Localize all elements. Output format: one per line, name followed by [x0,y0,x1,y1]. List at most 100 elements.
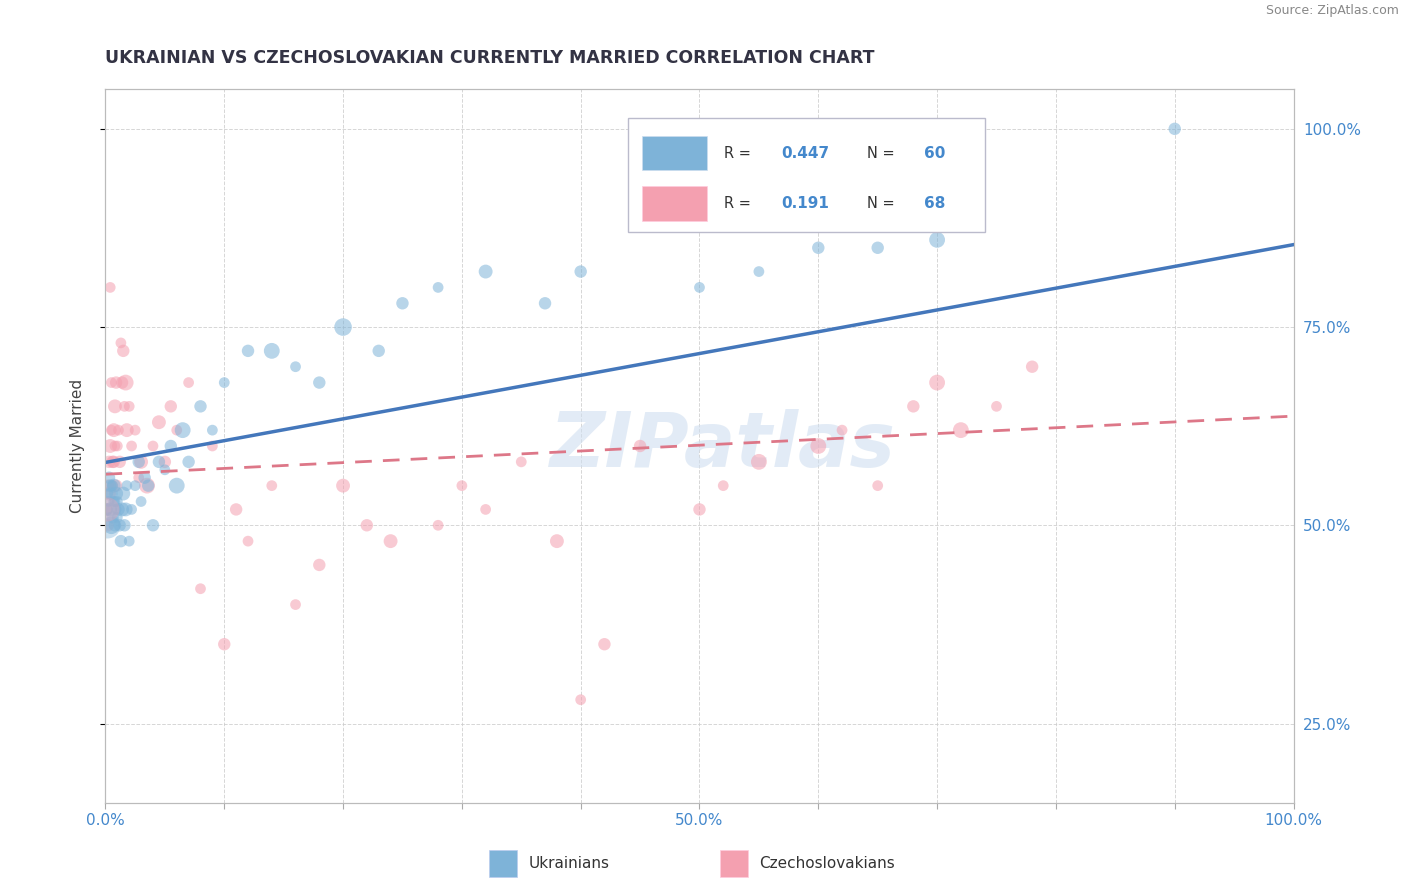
Text: ZIPatlas: ZIPatlas [550,409,896,483]
Point [103,478,125,492]
Point [142,518,165,533]
Point [166,423,188,437]
Point [104,494,127,508]
Point [201,439,224,453]
Point [236,343,259,358]
Point [98,455,121,469]
Point [105,478,128,492]
Point [104,400,127,414]
Point [260,478,283,492]
Point [284,598,307,612]
Point [177,455,200,469]
Point [201,423,224,437]
Point [110,534,132,549]
Point [284,359,307,374]
Point [101,478,124,492]
Point [177,376,200,390]
Point [103,423,125,437]
Point [114,376,136,390]
Y-axis label: Currently Married: Currently Married [70,379,84,513]
Point [260,343,283,358]
Point [105,510,128,524]
Point [628,439,651,453]
Point [118,534,141,549]
Point [332,320,354,334]
Point [114,518,136,533]
Point [121,439,143,453]
Point [190,400,212,414]
Point [98,280,121,294]
Point [111,502,134,516]
Point [689,502,711,516]
Point [427,280,450,294]
Point [101,510,124,524]
Text: Ukrainians: Ukrainians [529,855,610,871]
Point [866,478,889,492]
Point [153,455,176,469]
Point [159,400,181,414]
Point [569,692,592,706]
Point [121,502,143,516]
Point [474,502,496,516]
Point [474,264,496,278]
Point [546,534,568,549]
Point [148,455,170,469]
Point [190,582,212,596]
Text: Czechoslovakians: Czechoslovakians [759,855,896,871]
Point [925,376,948,390]
Point [124,478,146,492]
Point [100,423,122,437]
Point [114,400,136,414]
Point [103,494,125,508]
Point [107,502,129,516]
Point [112,486,135,500]
Point [128,471,150,485]
Point [115,478,138,492]
Point [104,518,127,533]
Point [214,376,236,390]
Point [172,423,194,437]
Point [986,400,1008,414]
Point [159,439,181,453]
Point [949,423,972,437]
Point [98,486,121,500]
Point [101,455,124,469]
Point [748,455,770,469]
Point [105,494,128,508]
Point [807,439,830,453]
Point [925,233,948,247]
Point [136,478,159,492]
Point [101,478,124,492]
Point [108,518,131,533]
Bar [720,850,748,877]
Bar [489,850,517,877]
Point [510,455,533,469]
Point [105,486,128,500]
Point [903,400,925,414]
Point [214,637,236,651]
Point [391,296,413,310]
Point [129,455,152,469]
Point [356,518,378,533]
Point [98,471,121,485]
Point [98,494,121,508]
Point [97,478,120,492]
Point [129,494,152,508]
Point [100,518,122,533]
Point [111,376,134,390]
Point [128,455,150,469]
Point [593,637,616,651]
Point [748,264,770,278]
Text: Source: ZipAtlas.com: Source: ZipAtlas.com [1265,4,1399,18]
Point [105,439,128,453]
Point [105,376,128,390]
Point [100,376,122,390]
Point [124,423,146,437]
Point [380,534,402,549]
Point [136,478,159,492]
Point [236,534,259,549]
Point [96,502,118,516]
Point [103,455,125,469]
Point [98,502,121,516]
Point [711,478,734,492]
